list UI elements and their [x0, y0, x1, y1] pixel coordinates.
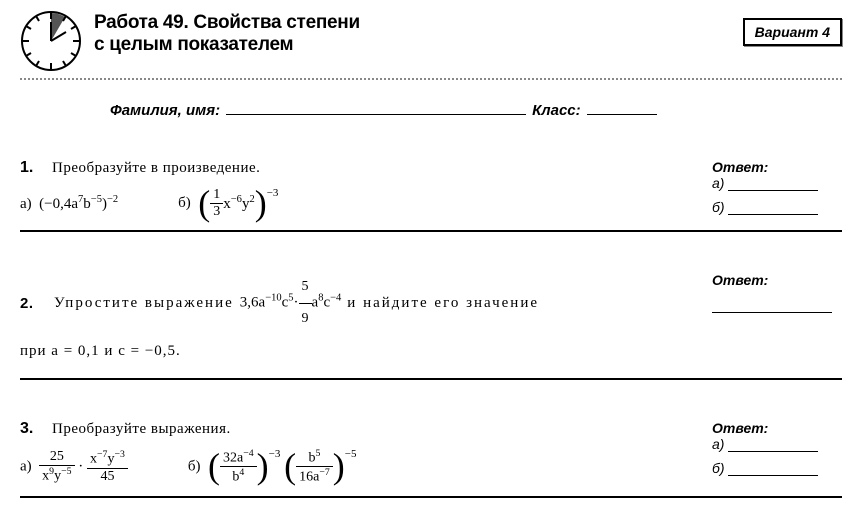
worksheet-header: Работа 49. Свойства степени с целым пока… — [20, 10, 842, 72]
task-3b: б) ( 32a−4 b4 ) −3 ( b5 16a−7 ) − — [188, 448, 357, 486]
task-1: 1. Преобразуйте в произведение. а) (−0,4… — [20, 159, 842, 220]
task-3a-answer-line[interactable] — [728, 451, 818, 452]
task-2-values: при a = 0,1 и c = −0,5. — [20, 335, 712, 368]
task-2-prompt-post: и найдите его значение — [347, 287, 539, 320]
task-3-prompt: Преобразуйте выражения. — [52, 421, 231, 437]
task-1-number: 1. — [20, 159, 48, 177]
task-1a-answer-line[interactable] — [728, 190, 818, 191]
task-3-number: 3. — [20, 420, 48, 438]
task-1b-answer-line[interactable] — [728, 214, 818, 215]
task-3-divider — [20, 496, 842, 498]
task-3b-answer-line[interactable] — [728, 475, 818, 476]
task-3a: а) 25 x9y−5 · x−7y−3 45 — [20, 449, 128, 485]
task-1-prompt: Преобразуйте в произведение. — [52, 160, 260, 176]
surname-input-line[interactable] — [226, 114, 526, 115]
task-3: 3. Преобразуйте выражения. а) 25 x9y−5 ·… — [20, 420, 842, 486]
surname-label: Фамилия, имя: — [110, 102, 220, 119]
task-2-expr: 3,6a−10c5·59a8c−4 — [240, 272, 342, 335]
header-divider — [20, 78, 842, 80]
variant-badge: Вариант 4 — [743, 18, 842, 46]
task-2-divider — [20, 378, 842, 380]
clock-icon — [20, 10, 82, 72]
task-1-divider — [20, 230, 842, 232]
task-1b: б) ( 13 x−6y2 ) −3 — [178, 187, 278, 220]
class-input-line[interactable] — [587, 114, 657, 115]
task-2: 2. Упростите выражение 3,6a−10c5·59a8c−4… — [20, 272, 842, 368]
student-info-row: Фамилия, имя: Класс: — [110, 102, 842, 119]
task-2-answer-line[interactable] — [712, 312, 832, 313]
title-topic-1: Свойства степени — [193, 12, 359, 33]
class-label: Класс: — [532, 102, 581, 119]
title-topic-2: с целым показателем — [94, 34, 842, 56]
title-work-number: Работа 49. — [94, 12, 188, 33]
task-1a: а) (−0,4a7b−5)−2 — [20, 194, 118, 213]
title-block: Работа 49. Свойства степени с целым пока… — [94, 10, 842, 56]
task-2-number: 2. — [20, 287, 48, 320]
task-2-prompt-pre: Упростите выражение — [54, 287, 234, 320]
task-1-answer: Ответ: а) б) — [712, 159, 842, 215]
task-3-answer: Ответ: а) б) — [712, 420, 842, 476]
task-2-answer: Ответ: — [712, 272, 842, 316]
